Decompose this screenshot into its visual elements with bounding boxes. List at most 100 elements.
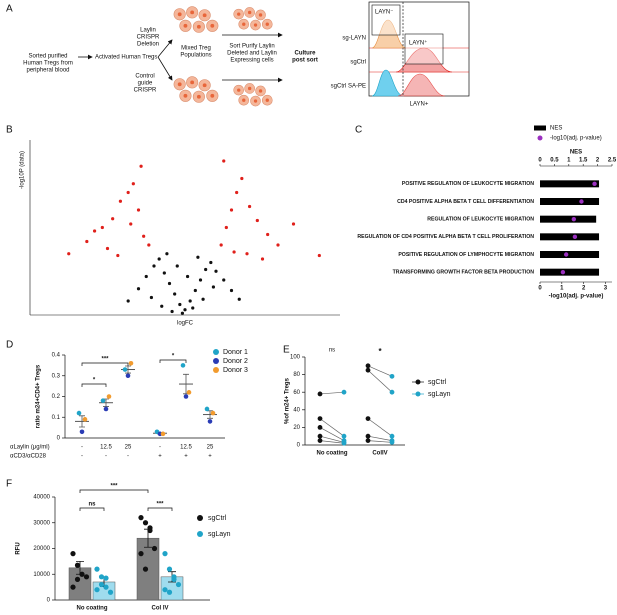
point	[67, 252, 71, 256]
significance-bracket	[159, 359, 187, 363]
histogram-label: sgCtrl SA-PE	[331, 84, 366, 90]
cell-icons	[173, 76, 219, 104]
y-tick-label: 0.3	[52, 373, 61, 379]
point	[222, 159, 226, 163]
point	[76, 410, 82, 416]
x-tick-label: 0	[538, 158, 542, 164]
legend-label: Donor 1	[223, 349, 248, 356]
point	[235, 190, 239, 195]
dot	[592, 181, 597, 187]
y-tick-label: 30000	[33, 520, 50, 526]
point	[204, 406, 210, 412]
point	[188, 299, 192, 303]
point	[142, 234, 146, 238]
point	[126, 190, 130, 195]
histogram-curve	[397, 73, 446, 97]
point	[166, 566, 173, 572]
point	[317, 433, 323, 439]
bar	[540, 180, 600, 188]
point	[131, 182, 135, 186]
significance-label: *	[172, 354, 175, 360]
point	[162, 587, 168, 593]
point	[389, 439, 395, 445]
histogram-curve	[371, 69, 405, 97]
point	[186, 390, 192, 395]
pair-line	[319, 418, 345, 437]
point	[82, 417, 88, 422]
point	[142, 520, 149, 526]
legend-swatch	[213, 358, 219, 364]
dot	[563, 252, 569, 257]
legend-swatch	[197, 515, 203, 521]
row-value: +	[208, 454, 212, 460]
point	[232, 250, 236, 254]
point	[74, 562, 81, 568]
point	[389, 373, 395, 379]
cell-icons	[173, 6, 219, 34]
error-bar	[79, 415, 85, 428]
gate-label: LAYN⁻	[375, 10, 393, 16]
x2-tick-label: 2	[582, 286, 586, 292]
point	[365, 416, 371, 421]
legend-label: sgLayn	[428, 391, 451, 398]
y-tick-label: 0	[57, 436, 61, 442]
pair-line	[319, 391, 345, 395]
point	[207, 419, 213, 424]
panel-label: C	[355, 125, 362, 136]
point	[214, 269, 218, 273]
point	[211, 285, 216, 289]
point	[180, 363, 186, 368]
point	[260, 257, 265, 261]
point	[157, 257, 161, 261]
row-value: -	[127, 454, 129, 460]
pair-line	[367, 418, 393, 437]
panel-label: E	[283, 345, 290, 356]
point	[149, 295, 154, 300]
point	[144, 274, 148, 279]
point	[317, 438, 323, 443]
row-value: 25	[207, 445, 214, 451]
category-label: CD4 POSITIVE ALPHA BETA T CELL DIFFERENT…	[397, 199, 534, 205]
point	[229, 208, 234, 212]
y-tick-label: 10000	[33, 572, 50, 578]
category-label: REGULATION OF LEUKOCYTE MIGRATION	[427, 217, 534, 223]
x-tick-label: 0.5	[550, 158, 559, 164]
significance-bracket	[81, 383, 107, 387]
point	[160, 304, 164, 308]
y-tick-label: 60	[293, 390, 300, 396]
point	[219, 243, 223, 247]
point	[222, 278, 226, 282]
bar	[540, 251, 600, 258]
point	[74, 576, 81, 583]
y-tick-label: 0	[297, 443, 301, 449]
point	[209, 260, 213, 265]
diagram-text: CRISPR	[137, 35, 160, 41]
point	[92, 229, 97, 233]
y-tick-label: 40	[293, 407, 300, 413]
point	[341, 389, 347, 395]
y-tick-label: 20	[293, 425, 300, 431]
point	[266, 232, 270, 237]
point	[138, 551, 144, 557]
point	[122, 367, 128, 372]
point	[201, 297, 205, 301]
legend-swatch	[534, 125, 546, 131]
point	[98, 581, 105, 588]
diagram-text: peripheral blood	[26, 68, 69, 74]
row-label: αCD3/αCD28	[10, 454, 47, 460]
point	[341, 440, 347, 446]
histogram-curve	[395, 47, 453, 73]
bar	[540, 198, 600, 205]
point	[136, 208, 141, 212]
point	[103, 575, 109, 581]
x-tick-label: 1	[567, 158, 571, 164]
legend-swatch	[537, 135, 543, 141]
pair-line	[367, 365, 393, 377]
row-value: -	[105, 454, 107, 460]
point	[317, 416, 323, 421]
y-tick-label: 0.4	[52, 353, 61, 359]
point	[128, 361, 134, 366]
significance-label: ***	[110, 484, 118, 490]
point	[94, 587, 100, 593]
significance-bracket	[81, 362, 129, 366]
